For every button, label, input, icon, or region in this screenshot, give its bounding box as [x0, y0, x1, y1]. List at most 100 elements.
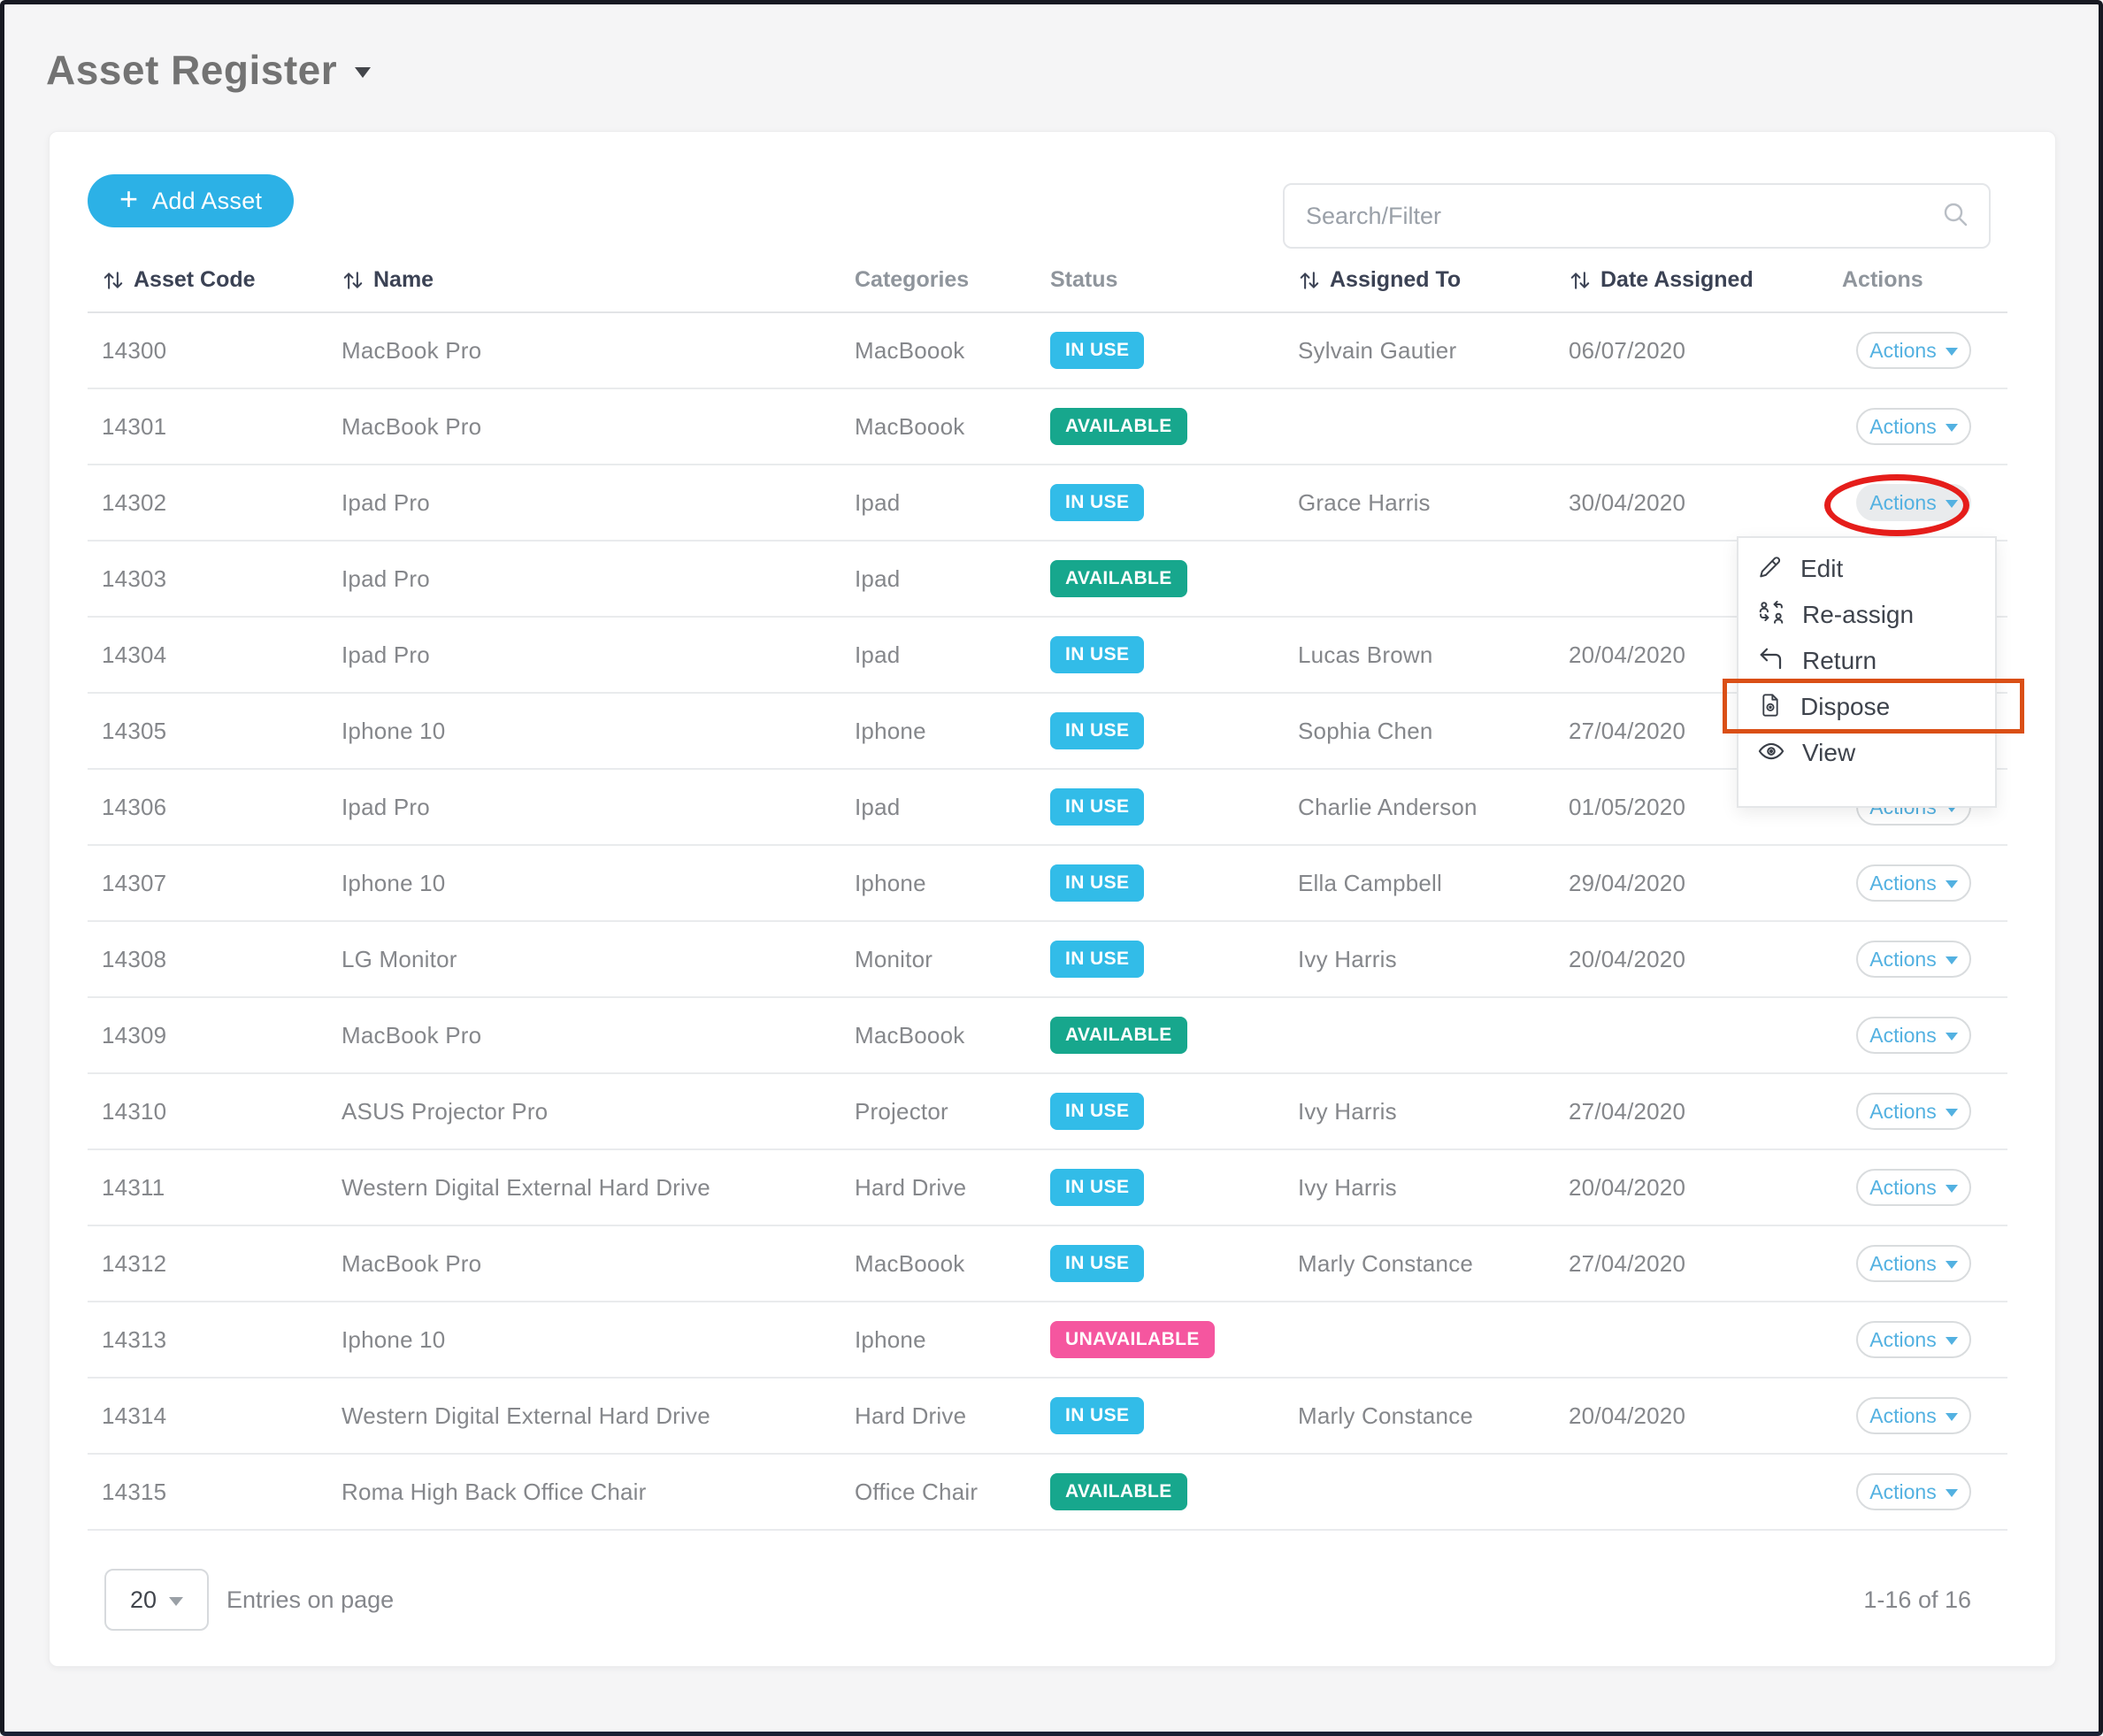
name-cell: MacBook Pro: [342, 1249, 482, 1277]
name-cell: Ipad Pro: [342, 565, 430, 592]
category-cell: Iphone: [855, 1325, 926, 1353]
status-badge: AVAILABLE: [1050, 408, 1187, 445]
table-row: 14302 Ipad Pro Ipad IN USE Grace Harris …: [88, 465, 2007, 542]
actions-button[interactable]: Actions: [1856, 408, 1971, 445]
actions-button[interactable]: Actions: [1856, 864, 1971, 902]
page-title-dropdown[interactable]: Asset Register: [46, 46, 372, 94]
table-row: 14305 Iphone 10 Iphone IN USE Sophia Che…: [88, 694, 2007, 770]
status-badge: IN USE: [1050, 788, 1145, 826]
sort-icon: [1298, 269, 1321, 292]
column-header-name[interactable]: Name: [342, 267, 855, 293]
date-assigned-cell: 01/05/2020: [1569, 793, 1686, 820]
menu-item-re-assign[interactable]: Re-assign: [1738, 592, 1995, 638]
pagination-range-label: 1-16 of 16: [1863, 1586, 1971, 1613]
entries-per-page-select[interactable]: 20: [104, 1569, 209, 1631]
name-cell: Iphone 10: [342, 1325, 446, 1353]
search-input[interactable]: [1285, 202, 1941, 230]
menu-item-view[interactable]: View: [1738, 730, 1995, 776]
column-header-asset-code[interactable]: Asset Code: [88, 267, 342, 293]
sort-icon: [102, 269, 125, 292]
reassign-icon: [1758, 600, 1784, 631]
chevron-down-icon: [1945, 1412, 1958, 1421]
date-assigned-cell: 06/07/2020: [1569, 336, 1686, 364]
chevron-down-icon: [1945, 1032, 1958, 1041]
status-badge: IN USE: [1050, 941, 1145, 978]
dispose-file-icon: [1758, 693, 1783, 722]
name-cell: LG Monitor: [342, 945, 457, 972]
search-box: [1283, 183, 1991, 249]
table-row: 14309 MacBook Pro MacBoook AVAILABLE Act…: [88, 998, 2007, 1074]
table-header: Asset Code Name Categories Status Assign…: [88, 249, 2007, 313]
name-cell: Ipad Pro: [342, 641, 430, 668]
sort-icon: [342, 269, 365, 292]
asset-code-cell: 14304: [102, 641, 167, 668]
menu-item-edit[interactable]: Edit: [1738, 546, 1995, 592]
category-cell: Iphone: [855, 869, 926, 896]
menu-item-dispose[interactable]: Dispose: [1738, 684, 1995, 730]
actions-button[interactable]: Actions: [1856, 1245, 1971, 1282]
asset-register-card: + Add Asset Asset Code Name: [49, 131, 2056, 1667]
status-badge: IN USE: [1050, 484, 1145, 521]
assigned-to-cell: Lucas Brown: [1298, 641, 1433, 668]
status-badge: AVAILABLE: [1050, 1473, 1187, 1510]
assigned-to-cell: Ivy Harris: [1298, 1173, 1397, 1201]
category-cell: Projector: [855, 1097, 948, 1125]
actions-button[interactable]: Actions: [1856, 941, 1971, 978]
date-assigned-cell: 30/04/2020: [1569, 488, 1686, 516]
table-row: 14311 Western Digital External Hard Driv…: [88, 1150, 2007, 1226]
category-cell: Office Chair: [855, 1478, 979, 1505]
assigned-to-cell: Marly Constance: [1298, 1249, 1474, 1277]
actions-button[interactable]: Actions: [1856, 332, 1971, 369]
category-cell: Ipad: [855, 565, 901, 592]
actions-button[interactable]: Actions: [1856, 1093, 1971, 1130]
column-header-date-assigned[interactable]: Date Assigned: [1569, 267, 1842, 293]
chevron-down-icon: [1945, 880, 1958, 888]
status-badge: IN USE: [1050, 864, 1145, 902]
category-cell: Monitor: [855, 945, 933, 972]
status-badge: IN USE: [1050, 1397, 1145, 1434]
table-row: 14313 Iphone 10 Iphone UNAVAILABLE Actio…: [88, 1302, 2007, 1379]
actions-button[interactable]: Actions: [1856, 1169, 1971, 1206]
menu-item-return[interactable]: Return: [1738, 638, 1995, 684]
chevron-down-icon: [1945, 1260, 1958, 1269]
asset-code-cell: 14314: [102, 1402, 167, 1429]
actions-button[interactable]: Actions: [1856, 484, 1971, 521]
status-badge: IN USE: [1050, 1245, 1145, 1282]
category-cell: Ipad: [855, 488, 901, 516]
column-header-assigned-to[interactable]: Assigned To: [1298, 267, 1569, 293]
name-cell: Ipad Pro: [342, 488, 430, 516]
category-cell: MacBoook: [855, 336, 965, 364]
chevron-down-icon: [355, 67, 372, 78]
add-asset-button[interactable]: + Add Asset: [88, 174, 295, 227]
actions-button[interactable]: Actions: [1856, 1473, 1971, 1510]
date-assigned-cell: 20/04/2020: [1569, 1402, 1686, 1429]
asset-code-cell: 14301: [102, 412, 167, 440]
actions-button[interactable]: Actions: [1856, 1397, 1971, 1434]
chevron-down-icon: [1945, 956, 1958, 964]
eye-icon: [1758, 738, 1784, 769]
table-row: 14306 Ipad Pro Ipad IN USE Charlie Ander…: [88, 770, 2007, 846]
chevron-down-icon: [1945, 1488, 1958, 1497]
name-cell: Ipad Pro: [342, 793, 430, 820]
status-badge: AVAILABLE: [1050, 1017, 1187, 1054]
name-cell: MacBook Pro: [342, 412, 482, 440]
chevron-down-icon: [169, 1596, 184, 1606]
name-cell: ASUS Projector Pro: [342, 1097, 549, 1125]
name-cell: MacBook Pro: [342, 336, 482, 364]
category-cell: Ipad: [855, 793, 901, 820]
actions-button[interactable]: Actions: [1856, 1017, 1971, 1054]
assigned-to-cell: Ella Campbell: [1298, 869, 1443, 896]
assigned-to-cell: Ivy Harris: [1298, 1097, 1397, 1125]
assigned-to-cell: Marly Constance: [1298, 1402, 1474, 1429]
table-row: 14312 MacBook Pro MacBoook IN USE Marly …: [88, 1226, 2007, 1302]
date-assigned-cell: 27/04/2020: [1569, 1249, 1686, 1277]
actions-button[interactable]: Actions: [1856, 1321, 1971, 1358]
column-header-actions: Actions: [1842, 267, 1923, 292]
sort-icon: [1569, 269, 1592, 292]
column-header-status: Status: [1050, 267, 1118, 292]
chevron-down-icon: [1945, 423, 1958, 432]
status-badge: AVAILABLE: [1050, 560, 1187, 597]
table-row: 14314 Western Digital External Hard Driv…: [88, 1379, 2007, 1455]
assigned-to-cell: Sophia Chen: [1298, 717, 1433, 744]
entries-on-page-label: Entries on page: [226, 1586, 395, 1613]
